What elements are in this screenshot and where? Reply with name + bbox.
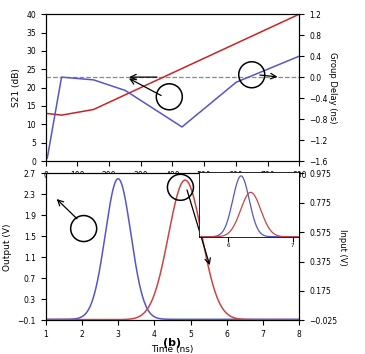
Text: (b): (b) [164, 338, 181, 348]
Y-axis label: Input (V): Input (V) [338, 229, 347, 265]
X-axis label: Frequency (MHz): Frequency (MHz) [134, 185, 211, 194]
Y-axis label: S21 (dB): S21 (dB) [12, 68, 20, 107]
X-axis label: Time (ns): Time (ns) [151, 345, 194, 354]
Y-axis label: Output (V): Output (V) [3, 223, 12, 271]
Y-axis label: Group Delay (ns): Group Delay (ns) [328, 52, 337, 123]
Text: (a): (a) [164, 185, 181, 195]
